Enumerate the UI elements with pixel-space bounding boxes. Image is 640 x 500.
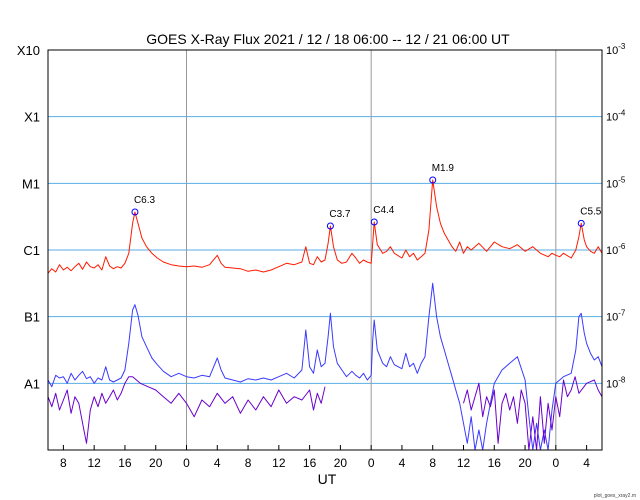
x-tick-label: 8 (245, 456, 252, 470)
flare-label: C6.3 (134, 195, 156, 206)
x-tick-label: 8 (60, 456, 67, 470)
y-left-label: X10 (17, 43, 40, 58)
y-right-label: 10-7 (606, 309, 626, 324)
x-tick-label: 4 (214, 456, 221, 470)
y-right-label: 10-6 (606, 242, 626, 257)
y-left-label: M1 (22, 176, 40, 191)
series-line-0 (47, 179, 603, 274)
x-tick-label: 4 (583, 456, 590, 470)
y-left-label: X1 (24, 110, 40, 125)
x-tick-label: 12 (272, 456, 286, 470)
x-tick-label: 16 (118, 456, 132, 470)
y-left-label: A1 (24, 376, 40, 391)
series-line-2 (47, 376, 326, 444)
x-tick-label: 16 (488, 456, 502, 470)
flare-marker (577, 219, 585, 227)
flare-marker (131, 208, 139, 216)
x-tick-labels: 8 12 16 20 0 4 8 12 16 20 0 4 8 12 16 20 0 4 (60, 445, 590, 470)
x-tick-label: 4 (399, 456, 406, 470)
flare-label: M1.9 (432, 163, 455, 174)
x-tick-label: 20 (518, 456, 532, 470)
y-left-labels: X10 X1 M1 C1 B1 A1 (17, 43, 40, 391)
flare-label: C3.7 (329, 209, 351, 220)
x-tick-label: 16 (303, 456, 317, 470)
x-tick-label: 8 (429, 456, 436, 470)
x-tick-label: 12 (457, 456, 471, 470)
y-right-label: 10-4 (606, 109, 626, 124)
x-tick-label: 0 (183, 456, 190, 470)
flare-marker (370, 218, 378, 226)
plot-frame (47, 49, 603, 451)
x-tick-label: 20 (149, 456, 163, 470)
flare-label: C4.4 (373, 205, 395, 216)
y-left-label: C1 (23, 243, 40, 258)
footer-note: plot_goes_xray2.m (594, 493, 636, 499)
y-right-labels: 10-3 10-4 10-5 10-6 10-7 10-8 (606, 42, 626, 390)
grid-lines (48, 50, 602, 450)
y-right-label: 10-5 (606, 175, 626, 190)
series-line-1 (47, 282, 603, 451)
y-left-label: B1 (24, 310, 40, 325)
x-tick-label: 12 (87, 456, 101, 470)
y-right-label: 10-3 (606, 42, 626, 57)
x-tick-label: 20 (334, 456, 348, 470)
x-axis-label: UT (318, 471, 337, 487)
flare-markers: C6.3 C3.7 C4.4 M1.9 C5.5 (131, 163, 602, 230)
series-layer (47, 179, 603, 451)
x-tick-label: 0 (552, 456, 559, 470)
flare-marker (326, 222, 334, 230)
x-tick-label: 0 (368, 456, 375, 470)
flare-label: C5.5 (580, 206, 602, 217)
flare-marker (429, 176, 437, 184)
y-right-label: 10-8 (606, 375, 626, 390)
chart-title: GOES X-Ray Flux 2021 / 12 / 18 06:00 -- … (146, 31, 510, 47)
